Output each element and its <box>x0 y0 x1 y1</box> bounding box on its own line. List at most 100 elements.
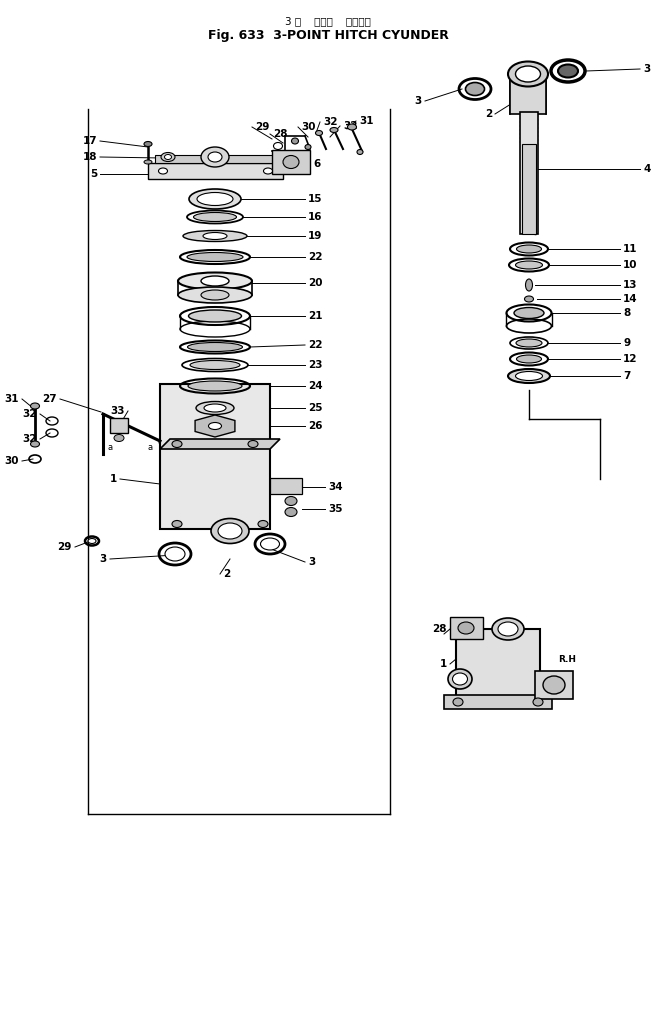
Ellipse shape <box>516 355 541 363</box>
Ellipse shape <box>172 521 182 528</box>
Text: 17: 17 <box>83 136 97 146</box>
Bar <box>520 112 538 234</box>
Ellipse shape <box>283 155 299 169</box>
Text: a: a <box>108 443 113 451</box>
Ellipse shape <box>516 371 543 380</box>
Ellipse shape <box>201 276 229 286</box>
Text: 27: 27 <box>444 699 459 709</box>
Text: 21: 21 <box>308 311 323 321</box>
Text: 33: 33 <box>110 406 125 416</box>
Ellipse shape <box>516 261 543 269</box>
Text: 1: 1 <box>110 474 117 484</box>
Ellipse shape <box>194 213 237 222</box>
Ellipse shape <box>211 519 249 544</box>
Ellipse shape <box>258 521 268 528</box>
Ellipse shape <box>516 66 541 82</box>
Polygon shape <box>195 415 235 437</box>
Ellipse shape <box>189 189 241 209</box>
Text: 22: 22 <box>308 252 323 262</box>
Ellipse shape <box>188 310 241 322</box>
Bar <box>450 616 483 639</box>
Ellipse shape <box>183 230 247 241</box>
Ellipse shape <box>178 287 252 303</box>
Text: 19: 19 <box>308 231 322 241</box>
Text: 18: 18 <box>83 152 97 162</box>
Ellipse shape <box>114 435 124 442</box>
Ellipse shape <box>201 290 229 300</box>
Polygon shape <box>160 439 280 449</box>
Ellipse shape <box>30 441 39 447</box>
Ellipse shape <box>492 618 524 640</box>
Text: 3 点    ヒッチ    シリンダ: 3 点 ヒッチ シリンダ <box>285 16 371 26</box>
Ellipse shape <box>264 169 272 174</box>
Ellipse shape <box>453 673 468 685</box>
Ellipse shape <box>514 308 544 319</box>
Text: 7: 7 <box>623 371 630 381</box>
Text: 1: 1 <box>440 659 447 669</box>
Ellipse shape <box>466 83 485 96</box>
Ellipse shape <box>291 138 298 144</box>
Text: 12: 12 <box>623 354 638 364</box>
Bar <box>510 72 546 114</box>
Text: 29: 29 <box>255 122 270 132</box>
Bar <box>535 671 573 699</box>
Ellipse shape <box>161 152 175 161</box>
Text: 14: 14 <box>623 294 638 304</box>
Text: 2: 2 <box>223 569 230 579</box>
Ellipse shape <box>208 152 222 162</box>
Text: 29: 29 <box>58 542 72 552</box>
Text: 3: 3 <box>643 64 650 74</box>
Ellipse shape <box>316 130 323 135</box>
Bar <box>160 384 270 529</box>
Text: 26: 26 <box>308 421 323 431</box>
Ellipse shape <box>285 508 297 517</box>
Bar <box>148 163 283 179</box>
Ellipse shape <box>453 698 463 706</box>
Ellipse shape <box>498 622 518 636</box>
Text: 34: 34 <box>328 482 342 492</box>
Ellipse shape <box>88 539 96 544</box>
Text: 5: 5 <box>90 169 97 179</box>
Bar <box>522 144 536 234</box>
Ellipse shape <box>285 496 297 506</box>
Text: 28: 28 <box>432 624 447 634</box>
Text: 11: 11 <box>623 244 638 254</box>
Text: 32: 32 <box>22 434 37 444</box>
Ellipse shape <box>516 339 542 347</box>
Ellipse shape <box>525 296 533 302</box>
Bar <box>155 155 275 163</box>
Bar <box>272 150 310 174</box>
Text: a: a <box>157 437 163 446</box>
Text: 32: 32 <box>323 117 337 127</box>
Ellipse shape <box>159 169 167 174</box>
Text: 13: 13 <box>623 281 638 290</box>
Ellipse shape <box>260 538 279 550</box>
Ellipse shape <box>172 441 182 448</box>
Text: 16: 16 <box>308 212 323 222</box>
Text: a: a <box>268 437 272 446</box>
Text: 8: 8 <box>623 308 630 318</box>
Text: 20: 20 <box>308 278 323 288</box>
Text: 6: 6 <box>313 159 320 169</box>
Ellipse shape <box>204 404 226 412</box>
Text: 31: 31 <box>359 116 373 126</box>
Text: 15: 15 <box>308 194 323 204</box>
Ellipse shape <box>30 403 39 409</box>
Text: 28: 28 <box>273 129 287 139</box>
Ellipse shape <box>218 523 242 539</box>
Text: R.H: R.H <box>558 655 576 664</box>
Ellipse shape <box>201 147 229 167</box>
Bar <box>456 629 540 704</box>
Ellipse shape <box>558 65 578 78</box>
Ellipse shape <box>165 154 171 159</box>
Ellipse shape <box>248 441 258 448</box>
Ellipse shape <box>197 193 233 206</box>
Bar <box>270 478 302 494</box>
Ellipse shape <box>508 369 550 383</box>
Ellipse shape <box>533 698 543 706</box>
Bar <box>444 695 552 709</box>
Text: 24: 24 <box>308 381 323 391</box>
Text: 31: 31 <box>5 394 19 404</box>
Ellipse shape <box>144 160 152 164</box>
Ellipse shape <box>178 272 252 290</box>
